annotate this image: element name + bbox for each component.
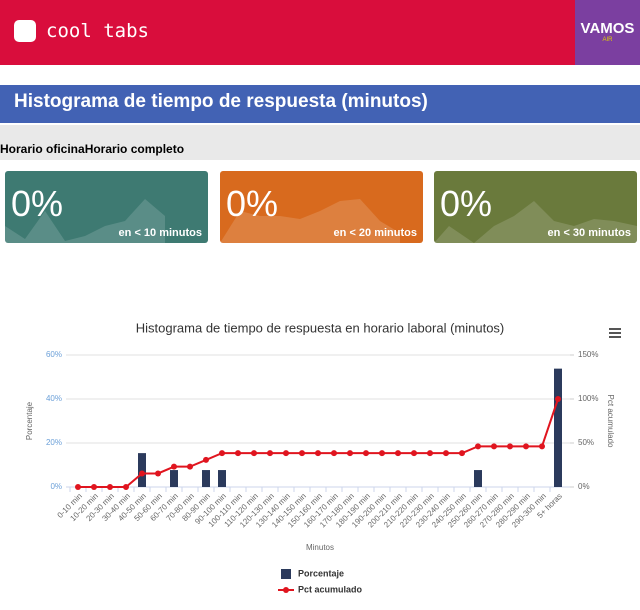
card-value: 0% (11, 183, 64, 224)
line-marker (203, 456, 209, 463)
line-marker (347, 450, 353, 457)
legend-swatch (281, 569, 291, 579)
legend-label[interactable]: Pct acumulado (298, 584, 363, 594)
sparkline (220, 199, 400, 243)
line-marker (379, 450, 385, 457)
tabs: Horario oficinaHorario completo (0, 125, 640, 160)
y2-tick-label: 0% (578, 482, 590, 491)
y-tick-label: 20% (46, 438, 62, 447)
card: 0% en < 20 minutos (220, 171, 423, 243)
line-marker (155, 470, 161, 477)
card: 0% en < 30 minutos (434, 171, 637, 243)
y2-tick-label: 50% (578, 438, 594, 447)
bar (202, 470, 210, 487)
line-marker (283, 450, 289, 457)
line-marker (219, 450, 225, 457)
line-marker (299, 450, 305, 457)
y-tick-label: 40% (46, 394, 62, 403)
logo-text[interactable]: cool tabs (46, 20, 149, 42)
line-marker (555, 396, 561, 402)
line-marker (139, 470, 145, 477)
header (0, 0, 640, 65)
line-marker (475, 443, 481, 450)
line-marker (523, 443, 529, 450)
y2-tick-label: 150% (578, 350, 598, 359)
card-label: en < 20 minutos (333, 227, 417, 239)
x-axis-label: Minutos (306, 543, 334, 552)
card-label: en < 30 minutos (547, 227, 631, 239)
line-marker (507, 443, 513, 450)
y-axis-label: Porcentaje (25, 401, 34, 440)
line-marker (187, 463, 193, 470)
line-marker (331, 450, 337, 457)
partner-sub: AIR (602, 37, 613, 43)
chart: Histograma de tiempo de respuesta en hor… (25, 320, 621, 594)
chart-title: Histograma de tiempo de respuesta en hor… (136, 320, 505, 335)
y2-tick-label: 100% (578, 394, 598, 403)
line-marker (123, 484, 129, 490)
menu-button[interactable] (609, 328, 621, 338)
line-marker (443, 450, 449, 457)
partner-name: VAMOS (580, 20, 635, 37)
card-value: 0% (226, 183, 279, 224)
tab[interactable]: Horario completo (84, 142, 185, 156)
sparkline (5, 199, 165, 243)
sparkline (434, 201, 637, 243)
legend-label[interactable]: Porcentaje (298, 568, 344, 578)
line-marker (363, 450, 369, 457)
bar (218, 470, 226, 487)
line-marker (235, 450, 241, 457)
line-marker (459, 450, 465, 457)
line-marker (491, 443, 497, 450)
legend-swatch (283, 587, 289, 593)
line-marker (107, 484, 113, 490)
y-tick-label: 60% (46, 350, 62, 359)
card-value: 0% (440, 183, 493, 224)
line-marker (171, 463, 177, 470)
line-marker (427, 450, 433, 457)
page-title: Histograma de tiempo de respuesta (minut… (0, 85, 640, 123)
bar (138, 453, 146, 487)
y-tick-label: 0% (50, 482, 62, 491)
bar (474, 470, 482, 487)
y2-axis-label: Pct acumulado (606, 395, 615, 448)
line-marker (395, 450, 401, 457)
bar (170, 470, 178, 487)
line-marker (75, 484, 81, 490)
line-marker (251, 450, 257, 457)
line-marker (411, 450, 417, 457)
line-marker (267, 450, 273, 457)
card-label: en < 10 minutos (118, 227, 202, 239)
partner-logo: VAMOS AIR (575, 0, 640, 65)
line-marker (91, 484, 97, 490)
bar (554, 368, 562, 487)
line-marker (315, 450, 321, 457)
tab[interactable]: Horario oficina (0, 142, 85, 156)
line-marker (539, 443, 545, 450)
card: 0% en < 10 minutos (5, 171, 208, 243)
logo-icon[interactable] (14, 20, 36, 42)
